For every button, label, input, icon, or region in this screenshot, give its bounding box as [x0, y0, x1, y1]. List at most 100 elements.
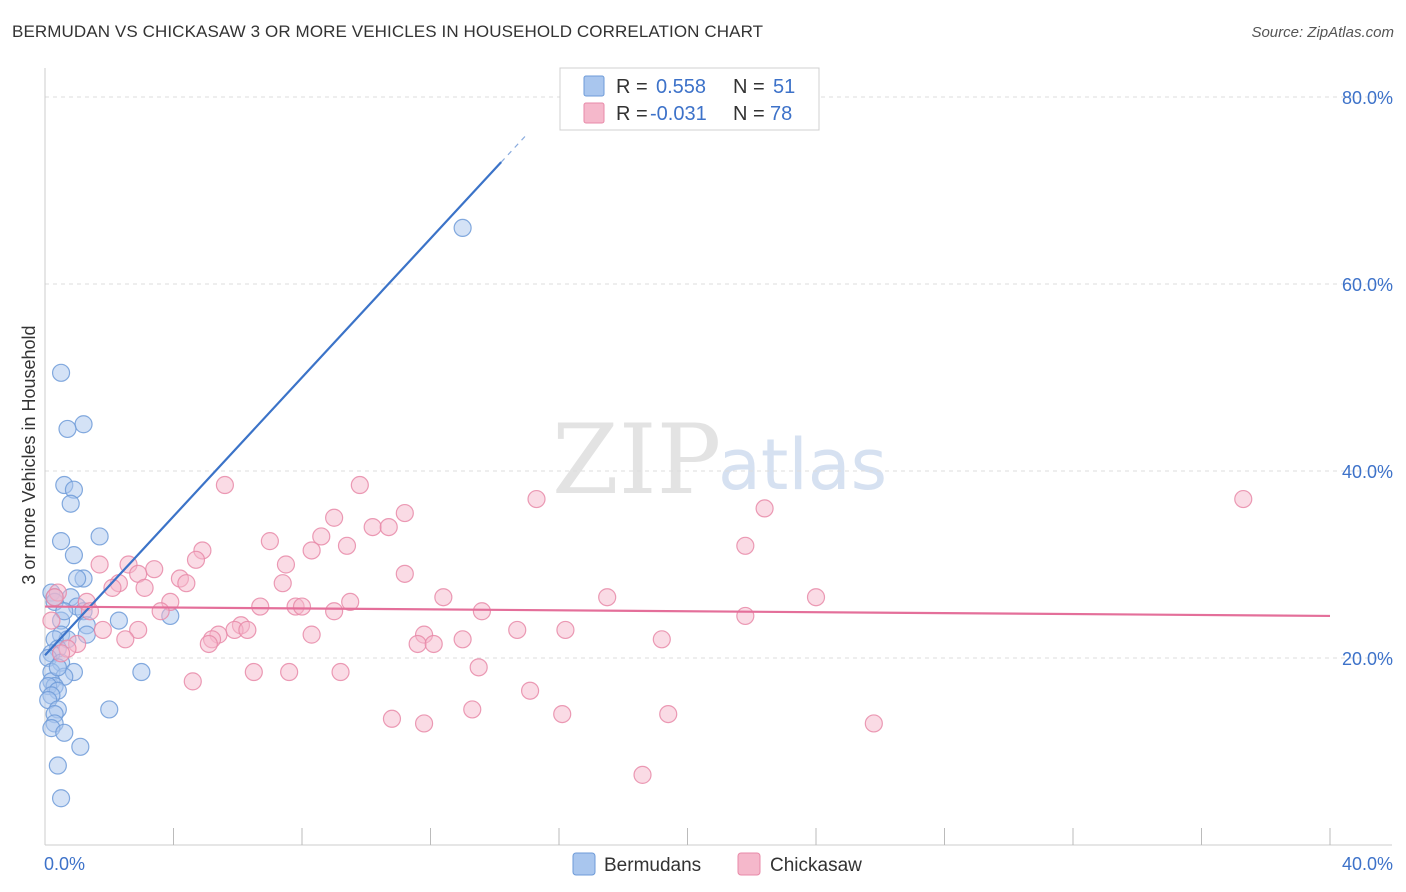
data-point — [755, 499, 774, 518]
data-point — [199, 634, 218, 654]
data-point — [151, 602, 170, 621]
data-point — [100, 700, 119, 719]
data-point — [48, 756, 67, 775]
data-point — [273, 574, 292, 593]
data-point — [244, 662, 263, 682]
y-tick-label-40: 40.0% — [1342, 462, 1393, 482]
data-point — [463, 700, 482, 719]
legend-swatch-bermudans — [583, 75, 605, 97]
data-point — [103, 578, 122, 597]
legend-r-label-chickasaw: R = — [616, 103, 648, 125]
data-point — [382, 709, 402, 728]
data-point — [453, 630, 472, 649]
data-point — [453, 218, 472, 237]
data-point — [215, 475, 234, 495]
data-point — [633, 765, 652, 784]
data-point — [109, 611, 128, 630]
data-point — [434, 588, 453, 607]
data-point — [395, 564, 414, 583]
data-point — [276, 555, 296, 574]
data-point — [736, 536, 755, 555]
data-point — [508, 620, 527, 640]
data-point — [553, 704, 572, 724]
data-point — [58, 419, 77, 439]
legend-n-value-bermudans: 51 — [773, 76, 795, 98]
trend-line-bermudans-extension — [500, 133, 528, 163]
data-point — [598, 588, 617, 607]
bottom-legend-label-bermudans: Bermudans — [604, 855, 701, 876]
data-point — [408, 634, 427, 654]
trend-line-chickasaw — [44, 605, 1331, 618]
data-point — [132, 662, 151, 682]
data-point — [251, 597, 270, 616]
data-point — [659, 704, 678, 724]
series-legend: Bermudans Chickasaw — [572, 852, 862, 876]
legend-r-value-chickasaw: -0.031 — [650, 103, 707, 125]
data-point — [93, 620, 112, 640]
data-point — [472, 602, 491, 621]
data-point — [469, 658, 488, 677]
gridlines — [45, 96, 1392, 659]
trend-line-bermudans — [44, 161, 502, 656]
legend-n-label-chickasaw: N = — [733, 103, 765, 125]
data-point — [51, 532, 71, 551]
data-point — [414, 714, 434, 733]
data-point — [1234, 489, 1253, 509]
legend-r-value-bermudans: 0.558 — [656, 76, 706, 98]
data-point — [806, 588, 826, 607]
data-point — [325, 602, 344, 621]
data-point — [145, 560, 164, 579]
data-point — [864, 714, 883, 733]
x-tick-label-max: 40.0% — [1342, 854, 1393, 874]
data-point — [90, 555, 109, 574]
axes — [44, 68, 1392, 846]
correlation-legend: R = 0.558 N = 51 R = -0.031 N = 78 — [559, 67, 820, 131]
data-point — [51, 789, 71, 808]
bottom-legend-swatch-bermudans — [572, 852, 596, 876]
trend-lines — [44, 133, 1331, 656]
data-point — [68, 569, 87, 588]
data-point — [520, 681, 540, 700]
watermark-zip: ZIP — [552, 404, 721, 516]
data-point — [527, 489, 546, 509]
data-point — [51, 644, 71, 663]
data-point — [45, 588, 64, 607]
data-point — [116, 630, 135, 649]
y-tick-label-20: 20.0% — [1342, 649, 1393, 669]
data-point — [337, 536, 357, 555]
data-point — [556, 620, 575, 640]
watermark-atlas: atlas — [718, 424, 887, 506]
y-axis-label: 3 or more Vehicles in Household — [19, 325, 39, 584]
data-point — [177, 574, 196, 593]
y-tick-label-60: 60.0% — [1342, 275, 1393, 295]
data-point — [55, 723, 74, 742]
x-tick-label-min: 0.0% — [44, 854, 85, 874]
data-point — [238, 620, 257, 640]
y-tick-label-80: 80.0% — [1342, 88, 1393, 108]
legend-r-label-bermudans: R = — [616, 76, 648, 98]
data-point — [74, 415, 93, 434]
legend-n-value-chickasaw: 78 — [770, 103, 792, 125]
data-point — [71, 737, 90, 756]
data-point — [652, 630, 671, 649]
x-tick-labels: 0.0% 40.0% — [44, 854, 1393, 874]
y-tick-labels: 20.0% 40.0% 60.0% 80.0% — [1342, 88, 1393, 669]
source-credit: Source: ZipAtlas.com — [1251, 24, 1394, 41]
legend-n-label-bermudans: N = — [733, 76, 765, 98]
data-point — [363, 517, 382, 537]
data-point — [350, 475, 369, 495]
series-chickasaw-points — [42, 475, 1253, 784]
data-point — [331, 662, 350, 682]
chart-title: BERMUDAN VS CHICKASAW 3 OR MORE VEHICLES… — [12, 22, 764, 41]
data-point — [61, 494, 80, 513]
data-point — [736, 606, 755, 626]
data-point — [90, 527, 109, 546]
data-point — [183, 672, 202, 691]
series-bermudans-points — [39, 218, 472, 808]
bottom-legend-swatch-chickasaw — [737, 852, 761, 876]
data-point — [302, 625, 321, 644]
data-point — [64, 546, 84, 565]
data-point — [260, 532, 279, 551]
data-point — [135, 578, 154, 597]
